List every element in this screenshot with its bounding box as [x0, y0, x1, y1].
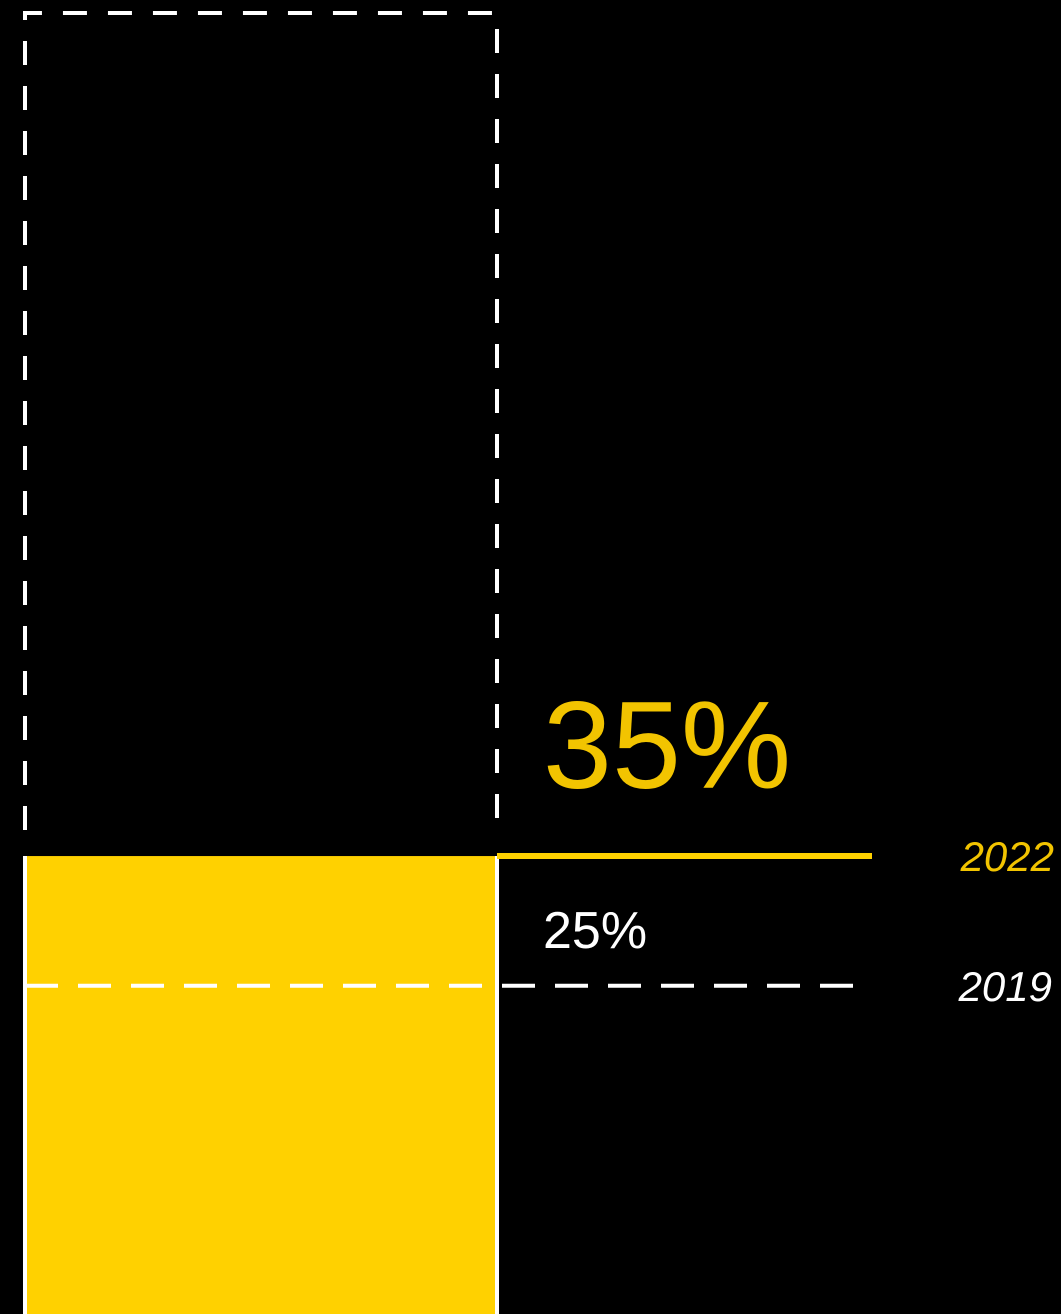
- reference-line-group-2019: 25% 2019: [25, 902, 1052, 1010]
- year-label-2022: 2022: [960, 833, 1054, 880]
- value-label-2019: 25%: [543, 902, 647, 960]
- bar-group: [23, 11, 499, 1314]
- bar-fill-2022: [25, 856, 497, 1314]
- year-label-2019: 2019: [958, 963, 1052, 1010]
- bar-capacity-outline: [23, 11, 499, 831]
- value-label-2022: 35%: [543, 677, 791, 815]
- reference-line-group-2022: 35% 2022: [497, 677, 1054, 880]
